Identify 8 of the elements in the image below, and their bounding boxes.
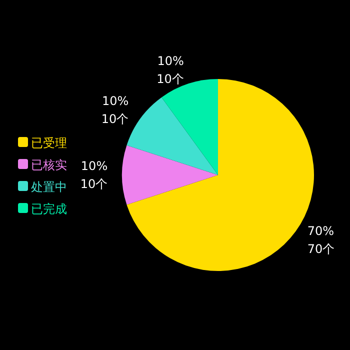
legend-label: 处置中: [31, 180, 67, 194]
legend-label: 已受理: [31, 136, 67, 150]
legend-label: 已完成: [31, 202, 67, 216]
legend-label: 已核实: [31, 158, 67, 172]
data-label: 10% 10个: [80, 159, 108, 191]
data-label: 10% 10个: [156, 54, 184, 86]
data-label: 10% 10个: [101, 94, 129, 126]
data-label: 70% 70个: [307, 224, 335, 256]
